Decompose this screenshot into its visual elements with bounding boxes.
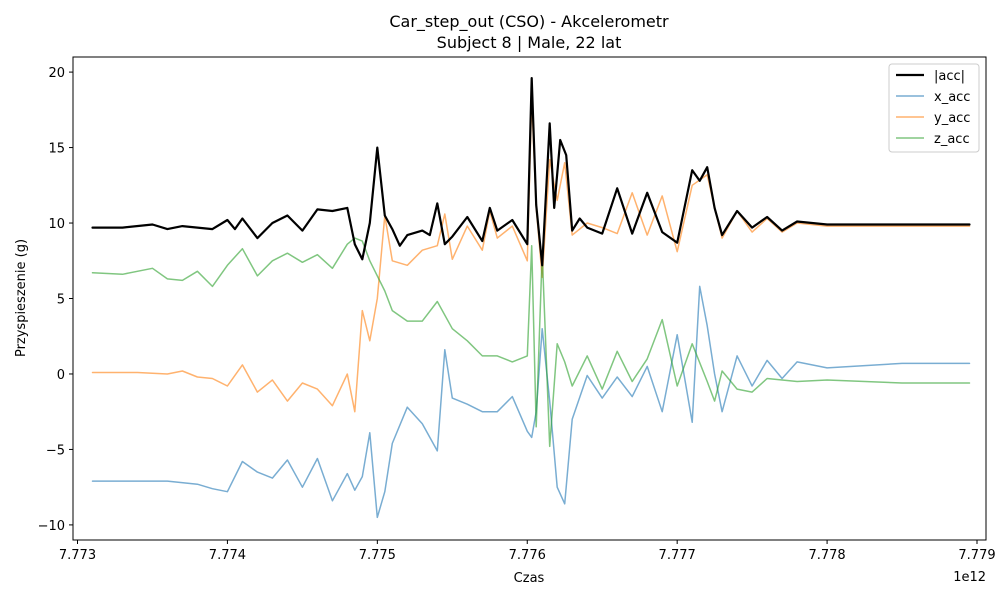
y-tick-label: −5 bbox=[46, 443, 65, 458]
chart-subtitle: Subject 8 | Male, 22 lat bbox=[437, 33, 622, 52]
y-tick-label: 5 bbox=[57, 293, 65, 308]
legend-label: y_acc bbox=[934, 111, 970, 126]
legend-label: |acc| bbox=[934, 69, 965, 84]
x-tick-label: 7.774 bbox=[209, 548, 246, 563]
y-tick-label: 0 bbox=[57, 368, 65, 383]
x-tick-label: 7.778 bbox=[808, 548, 845, 563]
legend-box bbox=[888, 63, 980, 153]
series-line-acc bbox=[91, 76, 971, 267]
y-tick-label: −10 bbox=[38, 519, 65, 534]
x-tick-label: 7.775 bbox=[359, 548, 396, 563]
legend-label: x_acc bbox=[934, 90, 970, 105]
legend: |acc| x_acc y_acc z_acc bbox=[888, 63, 980, 153]
series-layer bbox=[91, 76, 971, 519]
series-line-x_acc bbox=[91, 285, 971, 519]
x-tick-label: 7.779 bbox=[958, 548, 995, 563]
x-offset-label: 1e12 bbox=[953, 570, 986, 585]
legend-label: z_acc bbox=[934, 132, 970, 147]
y-tick-label: 20 bbox=[48, 66, 65, 81]
series-line-z_acc bbox=[91, 237, 971, 448]
y-tick-label: 10 bbox=[48, 217, 65, 232]
y-axis-label: Przyspieszenie (g) bbox=[14, 239, 29, 357]
x-tick-label: 7.773 bbox=[59, 548, 96, 563]
x-axis-label: Czas bbox=[514, 571, 545, 586]
x-axis: 7.773 7.774 7.775 7.776 7.777 7.778 7.779 bbox=[59, 540, 996, 563]
y-tick-label: 15 bbox=[48, 142, 65, 157]
x-tick-label: 7.777 bbox=[659, 548, 696, 563]
chart-title: Car_step_out (CSO) - Akcelerometr bbox=[389, 12, 669, 32]
x-tick-label: 7.776 bbox=[509, 548, 546, 563]
y-axis: −10 −5 0 5 10 15 20 bbox=[38, 66, 73, 534]
